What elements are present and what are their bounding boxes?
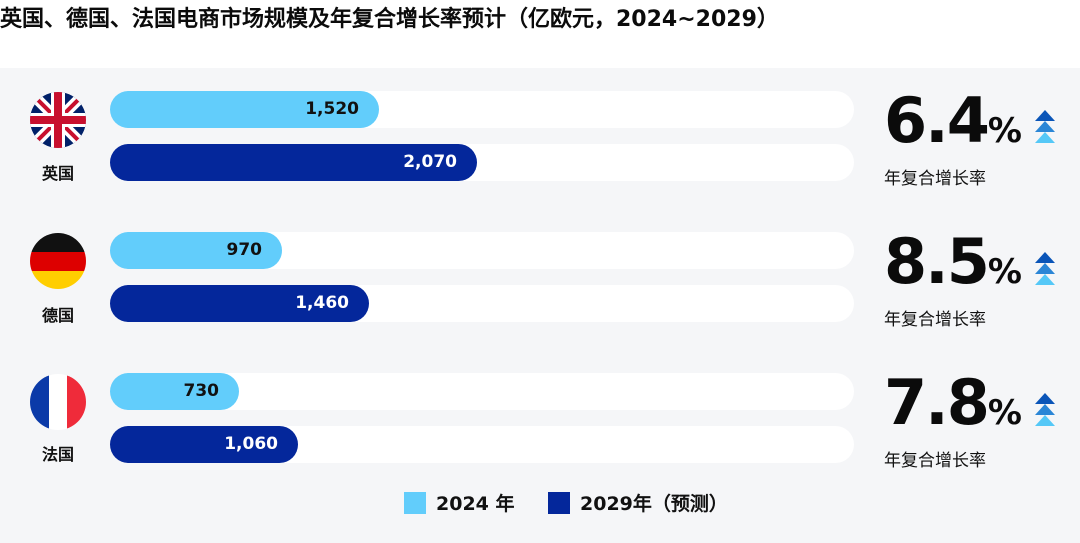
cagr-label: 年复合增长率 bbox=[884, 451, 986, 471]
uk-flag-icon bbox=[30, 92, 86, 148]
cagr-unit: % bbox=[987, 252, 1022, 292]
france-flag-icon bbox=[30, 374, 86, 430]
bar-track: 970 bbox=[110, 232, 854, 269]
cagr-unit: % bbox=[987, 393, 1022, 433]
bar-track: 730 bbox=[110, 373, 854, 410]
bar-2024-france: 730 bbox=[110, 373, 239, 410]
bar-2024-uk: 1,520 bbox=[110, 91, 379, 128]
chart-title: 英国、德国、法国电商市场规模及年复合增长率预计（亿欧元，2024~2029） bbox=[0, 7, 779, 32]
bar-2029-france: 1,060 bbox=[110, 426, 298, 463]
cagr-label: 年复合增长率 bbox=[884, 310, 986, 330]
legend-label: 2024 年 bbox=[436, 493, 515, 515]
country-label-france: 法国 bbox=[41, 445, 74, 464]
cagr-label: 年复合增长率 bbox=[884, 169, 986, 189]
bar-track: 2,070 bbox=[110, 144, 854, 181]
cagr-value: 6.4 bbox=[884, 84, 990, 157]
bar-2024-germany: 970 bbox=[110, 232, 282, 269]
legend-swatch-2024 bbox=[404, 492, 426, 514]
bar-value-label: 970 bbox=[226, 240, 263, 260]
cagr-unit: % bbox=[987, 111, 1022, 151]
cagr-value: 8.5 bbox=[884, 225, 990, 298]
bar-value-label: 730 bbox=[183, 381, 220, 401]
cagr-france: 7.8% 年复合增长率 bbox=[884, 370, 1022, 472]
bar-value-label: 1,460 bbox=[295, 293, 349, 313]
bar-value-label: 2,070 bbox=[403, 152, 457, 172]
bar-value-label: 1,060 bbox=[224, 434, 278, 454]
bar-track: 1,060 bbox=[110, 426, 854, 463]
bar-track: 1,460 bbox=[110, 285, 854, 322]
cagr-germany: 8.5% 年复合增长率 bbox=[884, 229, 1022, 331]
growth-arrows-icon bbox=[1035, 252, 1055, 285]
country-label-uk: 英国 bbox=[41, 164, 74, 183]
growth-arrows-icon bbox=[1035, 110, 1055, 143]
bar-value-label: 1,520 bbox=[305, 99, 359, 119]
cagr-uk: 6.4% 年复合增长率 bbox=[884, 88, 1022, 190]
bar-track: 1,520 bbox=[110, 91, 854, 128]
legend-label: 2029年（预测） bbox=[580, 493, 728, 515]
bar-2029-germany: 1,460 bbox=[110, 285, 369, 322]
legend-swatch-2029 bbox=[548, 492, 570, 514]
country-label-germany: 德国 bbox=[41, 306, 74, 325]
growth-arrows-icon bbox=[1035, 393, 1055, 426]
legend-item-2024: 2024 年 bbox=[404, 490, 515, 518]
germany-flag-icon bbox=[30, 233, 86, 289]
legend: 2024 年 2029年（预测） bbox=[0, 490, 1080, 520]
legend-item-2029: 2029年（预测） bbox=[548, 490, 728, 518]
bar-2029-uk: 2,070 bbox=[110, 144, 477, 181]
cagr-value: 7.8 bbox=[884, 366, 990, 439]
